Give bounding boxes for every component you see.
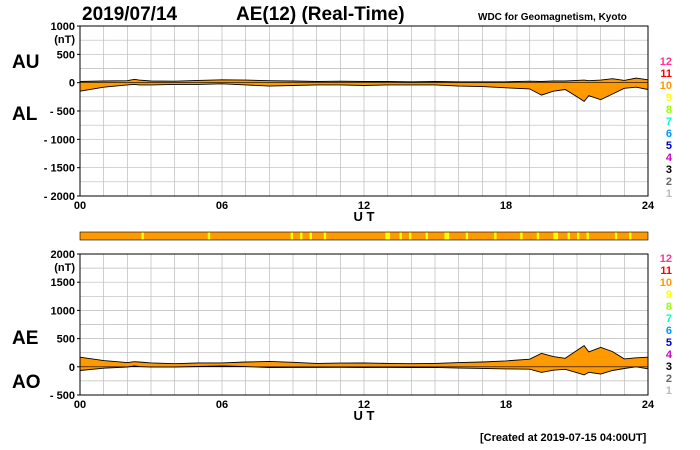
x-tick-label: 24 [642, 200, 655, 212]
legend-entry: 7 [665, 116, 672, 128]
y-tick-label: 1500 [51, 277, 75, 289]
x-tick-label: 00 [74, 399, 86, 411]
station-count-segment [536, 232, 540, 240]
station-count-bar [79, 231, 649, 241]
series-line-al [79, 83, 649, 102]
y-tick-label: 1000 [51, 21, 75, 33]
y-tick-label: 2000 [51, 249, 75, 261]
x-tick-label: 06 [216, 399, 228, 411]
legend-entry: 9 [665, 289, 672, 301]
x-tick-label: 18 [500, 200, 512, 212]
station-count-segment [494, 232, 497, 240]
date-label: 2019/07/14 [82, 4, 178, 25]
legend-entry: 5 [665, 337, 672, 349]
y-tick-label: 1000 [51, 305, 75, 317]
station-count-segment [141, 232, 144, 240]
created-timestamp: [Created at 2019-07-15 04:00UT] [480, 432, 647, 444]
legend-entry: 9 [665, 92, 672, 104]
x-tick-label: 18 [500, 399, 512, 411]
station-count-segment [586, 232, 589, 240]
x-tick-label: 00 [74, 200, 86, 212]
x-tick-label: 06 [216, 200, 228, 212]
legend-entry: 2 [665, 373, 672, 385]
series-line-ae [79, 344, 649, 365]
plot-frame-lower [79, 253, 649, 396]
station-count-segment [614, 232, 618, 240]
series-line-au [79, 77, 649, 83]
legend-entry: 8 [665, 301, 672, 313]
legend-entry: 6 [665, 325, 672, 337]
y-tick-label: - 500 [50, 106, 75, 118]
x-axis-label: U T [354, 408, 375, 423]
station-count-segment [425, 232, 428, 240]
ao-label: AO [12, 372, 41, 393]
x-tick-label: 12 [358, 200, 370, 212]
station-count-segment [300, 232, 303, 240]
y-tick-label: - 1000 [44, 134, 75, 146]
y-tick-label: - 500 [50, 390, 75, 402]
legend-entry: 12 [659, 56, 672, 68]
station-count-segment [309, 232, 312, 240]
y-axis-unit: (nT) [54, 262, 75, 274]
ae-label: AE [12, 328, 39, 349]
legend-entry: 10 [659, 277, 672, 289]
y-tick-label: - 1500 [44, 163, 75, 175]
station-count-segment [553, 232, 559, 240]
station-count-legend-upper: 12 11 10 9 8 7 6 5 4 3 2 1 [648, 56, 672, 200]
station-count-legend-lower: 12 11 10 9 8 7 6 5 4 3 2 1 [648, 253, 672, 397]
x-axis-label: U T [354, 209, 375, 224]
legend-entry: 11 [660, 265, 672, 277]
x-tick-label: 12 [358, 399, 370, 411]
legend-entry: 11 [660, 68, 672, 80]
station-count-segment [520, 232, 523, 240]
y-tick-label: 0 [69, 362, 75, 374]
station-count-segment [385, 232, 391, 240]
legend-entry: 1 [665, 188, 672, 200]
legend-entry: 5 [665, 140, 672, 152]
station-count-segment [444, 232, 450, 240]
al-label: AL [12, 104, 38, 125]
area-fill-upper [80, 78, 648, 102]
station-count-segment [408, 232, 412, 240]
legend-entry: 4 [665, 349, 672, 361]
source-label: WDC for Geomagnetism, Kyoto [478, 12, 627, 23]
y-tick-label: 500 [57, 49, 75, 61]
legend-entry: 3 [665, 164, 672, 176]
area-fill-lower [80, 345, 648, 375]
legend-entry: 8 [665, 104, 672, 116]
y-axis-unit: (nT) [54, 34, 75, 46]
legend-entry: 12 [659, 253, 672, 265]
legend-entry: 7 [665, 313, 672, 325]
station-count-segment [290, 232, 293, 240]
chart-title: AE(12) (Real-Time) [236, 4, 405, 25]
y-tick-label: 500 [57, 334, 75, 346]
legend-entry: 3 [665, 361, 672, 373]
au-label: AU [12, 52, 40, 73]
station-count-segment [207, 232, 211, 240]
station-count-segment [629, 232, 632, 240]
legend-entry: 1 [665, 385, 672, 397]
legend-entry: 10 [659, 80, 672, 92]
y-tick-label: - 2000 [44, 191, 75, 203]
legend-entry: 2 [665, 176, 672, 188]
station-count-segment [567, 232, 570, 240]
y-tick-label: 0 [69, 78, 75, 90]
legend-entry: 4 [665, 152, 672, 164]
station-count-segment [323, 232, 327, 240]
station-count-segment [465, 232, 469, 240]
legend-entry: 6 [665, 128, 672, 140]
x-tick-label: 24 [642, 399, 655, 411]
station-count-segment [399, 232, 402, 240]
station-count-segment [577, 232, 580, 240]
